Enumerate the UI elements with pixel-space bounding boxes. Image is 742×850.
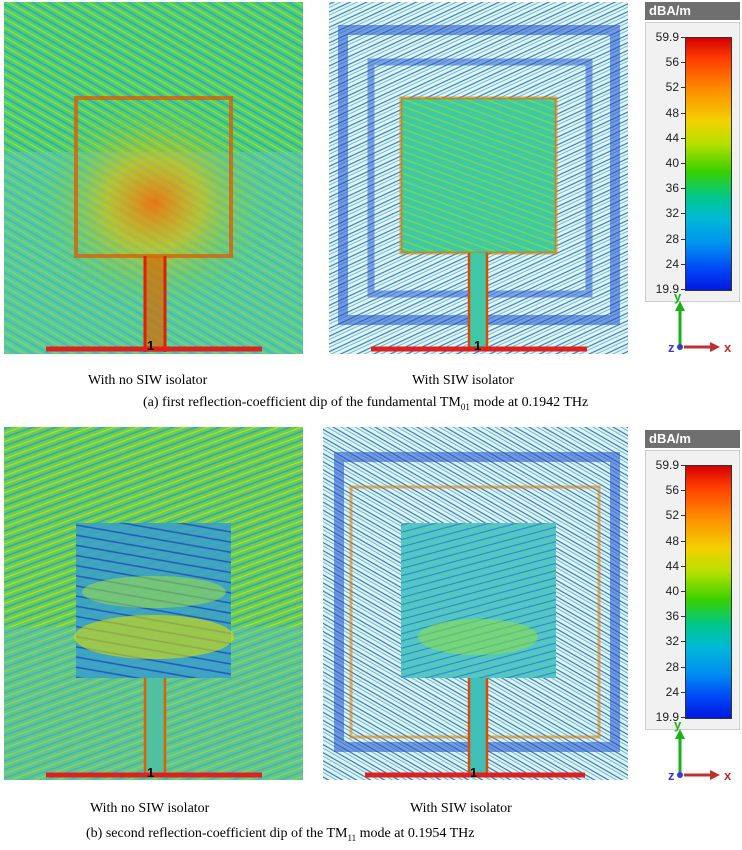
- colorbar-tick-mark: [681, 238, 685, 240]
- caption-a: (a) first reflection-coefficient dip of …: [143, 395, 589, 412]
- colorbar-tick-mark: [681, 37, 685, 38]
- port-label: 1: [147, 338, 155, 353]
- colorbar-tick-mark: [681, 591, 685, 592]
- sim-a-no-isolator: [4, 2, 303, 354]
- colorbar-gradient: [685, 37, 732, 291]
- colorbar-tick-label: 59.9: [655, 458, 679, 472]
- colorbar-tick-label: 40: [665, 584, 679, 598]
- colorbar-tick-mark: [681, 62, 685, 64]
- label-b-with-isolator: With SIW isolator: [410, 801, 512, 816]
- colorbar-tick-label: 32: [665, 206, 679, 221]
- port-label: 1: [147, 765, 155, 780]
- colorbar-panel: 59.9 56 52 48 44 40 36 32 28 24 19.9: [645, 450, 740, 730]
- caption-b: (b) second reflection-coefficient dip of…: [86, 826, 475, 843]
- sim-a-with-isolator: [329, 2, 628, 354]
- colorbar-tick-label: 24: [665, 684, 679, 699]
- colorbar-tick-mark: [681, 565, 685, 567]
- colorbar-tick-label: 36: [665, 609, 679, 624]
- colorbar-tick-mark: [681, 137, 685, 139]
- colorbar-unit: dBA/m: [645, 2, 740, 20]
- colorbar-tick-label: 19.9: [655, 710, 679, 724]
- colorbar-tick-label: 24: [665, 256, 679, 271]
- colorbar-tick-mark: [681, 213, 685, 215]
- sim-b-with-isolator: [323, 427, 628, 780]
- colorbar-tick-mark: [681, 515, 685, 517]
- colorbar-tick-label: 44: [665, 130, 679, 145]
- axes-triad-b: y z x: [668, 717, 742, 783]
- sim-b-no-isolator: [4, 427, 303, 780]
- colorbar-tick-mark: [681, 666, 685, 668]
- colorbar-tick-label: 28: [665, 659, 679, 674]
- axis-x-label: x: [724, 340, 732, 355]
- colorbar-tick-mark: [681, 540, 685, 542]
- colorbar-tick-mark: [681, 616, 685, 618]
- colorbar-tick-mark: [681, 163, 685, 164]
- colorbar-tick-label: 32: [665, 634, 679, 649]
- colorbar-gradient: [685, 465, 732, 719]
- colorbar-tick-mark: [681, 188, 685, 190]
- colorbar-tick-label: 36: [665, 181, 679, 196]
- colorbar-tick-label: 19.9: [655, 282, 679, 296]
- colorbar-tick-mark: [681, 263, 685, 265]
- colorbar-a: dBA/m 59.9 56 52 48 44 40 36 32 28 24 19.9: [645, 2, 740, 302]
- label-a-with-isolator: With SIW isolator: [412, 373, 514, 388]
- colorbar-tick-mark: [681, 641, 685, 643]
- colorbar-tick-label: 48: [665, 105, 679, 120]
- colorbar-tick-label: 44: [665, 558, 679, 573]
- colorbar-tick-mark: [681, 717, 685, 718]
- colorbar-tick-label: 40: [665, 156, 679, 170]
- port-label: 1: [470, 765, 478, 780]
- axis-x-label: x: [724, 768, 732, 783]
- colorbar-tick-label: 28: [665, 231, 679, 246]
- axis-y-label: y: [674, 289, 682, 304]
- colorbar-tick-mark: [681, 490, 685, 492]
- colorbar-tick-mark: [681, 691, 685, 693]
- colorbar-unit: dBA/m: [645, 430, 740, 448]
- colorbar-tick-mark: [681, 465, 685, 466]
- colorbar-tick-label: 56: [665, 483, 679, 498]
- axis-z-label: z: [668, 768, 675, 783]
- axis-z-label: z: [668, 340, 675, 355]
- colorbar-b: dBA/m 59.9 56 52 48 44 40 36 32 28 24 19.9: [645, 430, 740, 730]
- port-label: 1: [474, 338, 482, 353]
- axis-y-label: y: [674, 717, 682, 732]
- axes-triad-a: y z x: [668, 289, 742, 355]
- label-b-no-isolator: With no SIW isolator: [90, 801, 210, 816]
- colorbar-tick-label: 52: [665, 508, 679, 523]
- colorbar-tick-label: 52: [665, 80, 679, 95]
- label-a-no-isolator: With no SIW isolator: [88, 373, 208, 388]
- colorbar-tick-mark: [681, 289, 685, 290]
- colorbar-tick-mark: [681, 112, 685, 114]
- colorbar-tick-label: 59.9: [655, 30, 679, 44]
- colorbar-tick-mark: [681, 87, 685, 89]
- colorbar-tick-label: 56: [665, 55, 679, 70]
- colorbar-panel: 59.9 56 52 48 44 40 36 32 28 24 19.9: [645, 22, 740, 302]
- colorbar-tick-label: 48: [665, 533, 679, 548]
